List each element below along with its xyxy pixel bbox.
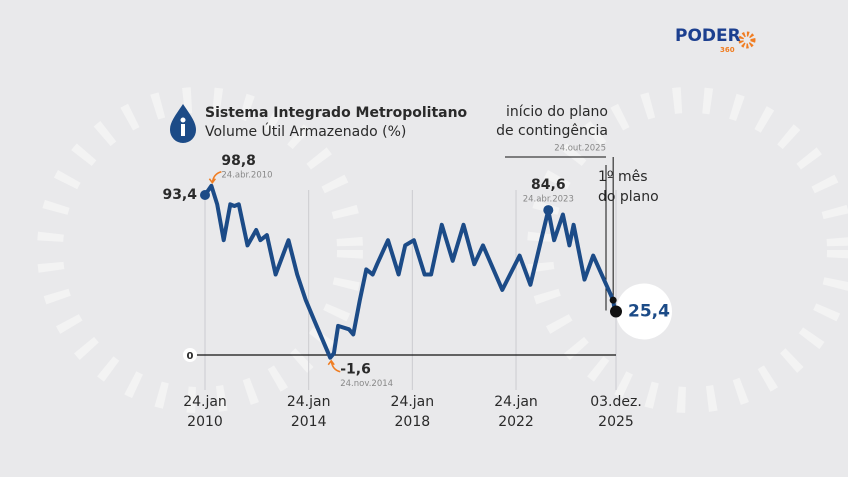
chart-title: Sistema Integrado Metropolitano [205, 105, 468, 121]
x-tick-label: 24.jan 2010 [183, 394, 227, 430]
value-label: 98,8 [221, 153, 256, 169]
annotation: 1º mês [598, 169, 648, 185]
brand-logo: PODER 360 [675, 26, 756, 54]
icon-person [181, 124, 185, 136]
value-label: 93,4 [162, 187, 197, 203]
annotation: do plano [598, 189, 659, 205]
date-label: 24.nov.2014 [340, 379, 393, 389]
date-label: 24.abr.2010 [221, 170, 272, 180]
annotation: início do plano [506, 104, 608, 120]
x-tick-label: 24.jan 2014 [287, 394, 331, 430]
date-label: 24.abr.2023 [523, 195, 574, 205]
arrow [208, 171, 222, 185]
end-badge [616, 283, 672, 340]
annotation: de contingência [496, 123, 608, 139]
drop-icon [170, 104, 196, 143]
x-tick-label: 03.dez. 2025 [590, 394, 642, 430]
point [543, 205, 554, 216]
chart-subtitle: Volume Útil Armazenado (%) [205, 122, 406, 140]
point [609, 296, 617, 304]
y-tick-badge [183, 348, 197, 362]
icon-person [180, 117, 186, 123]
data-line [203, 183, 618, 360]
x-tick-label: 24.jan 2022 [494, 394, 538, 430]
brand-name: PODER [675, 26, 741, 46]
x-tick-label: 24.jan 2018 [391, 394, 435, 430]
background-decor [37, 87, 848, 413]
arrow [327, 359, 341, 373]
date-label: 24.out.2025 [554, 144, 606, 154]
point [200, 190, 210, 201]
value-label: 25,4 [628, 301, 670, 321]
y-tick-label: 0 [187, 351, 194, 362]
brand-sun [738, 31, 756, 49]
point [610, 305, 622, 318]
value-label: 84,6 [531, 177, 566, 193]
value-label: -1,6 [340, 362, 371, 378]
brand-sub: 360 [720, 46, 735, 54]
